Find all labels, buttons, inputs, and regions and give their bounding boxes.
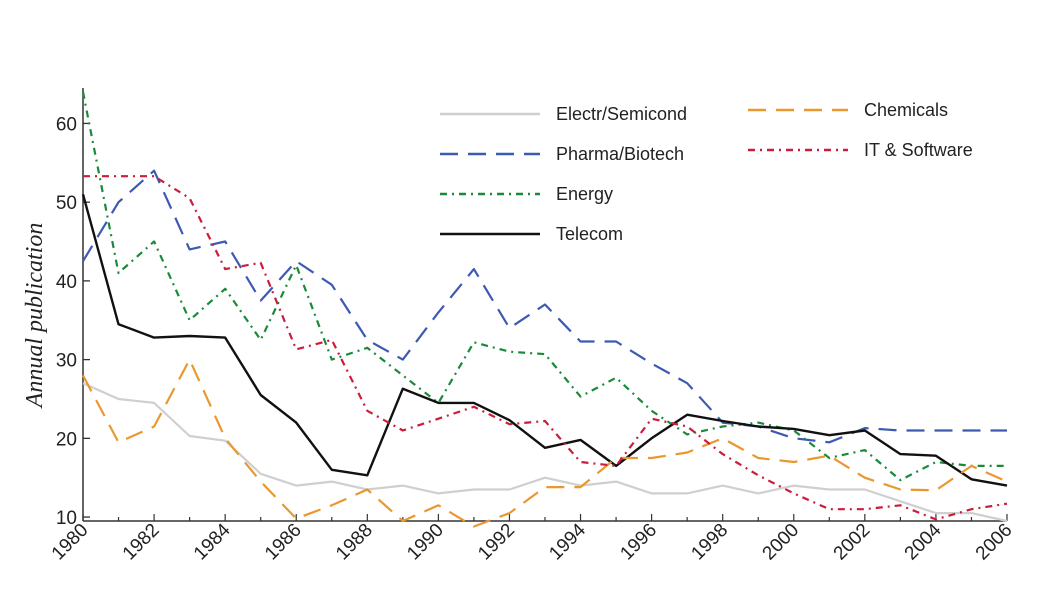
y-tick-label: 40 [56, 272, 77, 293]
x-tick-label: 1980 [48, 520, 93, 565]
x-tick-label: 1988 [332, 520, 377, 565]
series-line-energy [81, 91, 1007, 482]
x-tick-label: 2006 [972, 520, 1017, 565]
legend: Electr/Semicond Pharma/Biotech Energy Telec… [440, 100, 973, 244]
legend-label: IT & Software [864, 140, 973, 160]
legend-label: Telecom [556, 224, 623, 244]
x-tick-label: 2000 [759, 520, 804, 565]
y-tick-label: 10 [56, 508, 77, 529]
x-tick-label: 1984 [190, 519, 235, 564]
y-tick-label: 60 [56, 114, 77, 135]
x-tick-label: 2004 [901, 519, 946, 564]
x-tick-label: 1986 [261, 520, 306, 565]
legend-label: Pharma/Biotech [556, 144, 684, 164]
series-line-electr-semicond [82, 382, 1008, 523]
y-tick-label: 30 [56, 351, 77, 372]
x-tick-label: 1994 [545, 519, 590, 564]
series-line-telecom [81, 193, 1008, 487]
series-line-pharma-biotech [82, 169, 1007, 444]
y-tick-label: 20 [56, 429, 77, 450]
legend-label: Electr/Semicond [556, 104, 687, 124]
series-layer [81, 91, 1008, 528]
x-tick-label: 1982 [119, 520, 164, 565]
legend-label: Chemicals [864, 100, 948, 120]
legend-label: Energy [556, 184, 613, 204]
x-tick-label: 1998 [687, 520, 732, 565]
series-line-chemicals [82, 358, 1008, 528]
series-line-it-software [83, 175, 1008, 521]
x-tick-label: 1990 [403, 520, 448, 565]
y-tick-label: 50 [56, 193, 77, 214]
x-tick-label: 2002 [830, 520, 875, 565]
x-tick-label: 1992 [474, 520, 519, 565]
x-tick-label: 1996 [616, 520, 661, 565]
y-axis-label: Annual publication [22, 223, 48, 410]
